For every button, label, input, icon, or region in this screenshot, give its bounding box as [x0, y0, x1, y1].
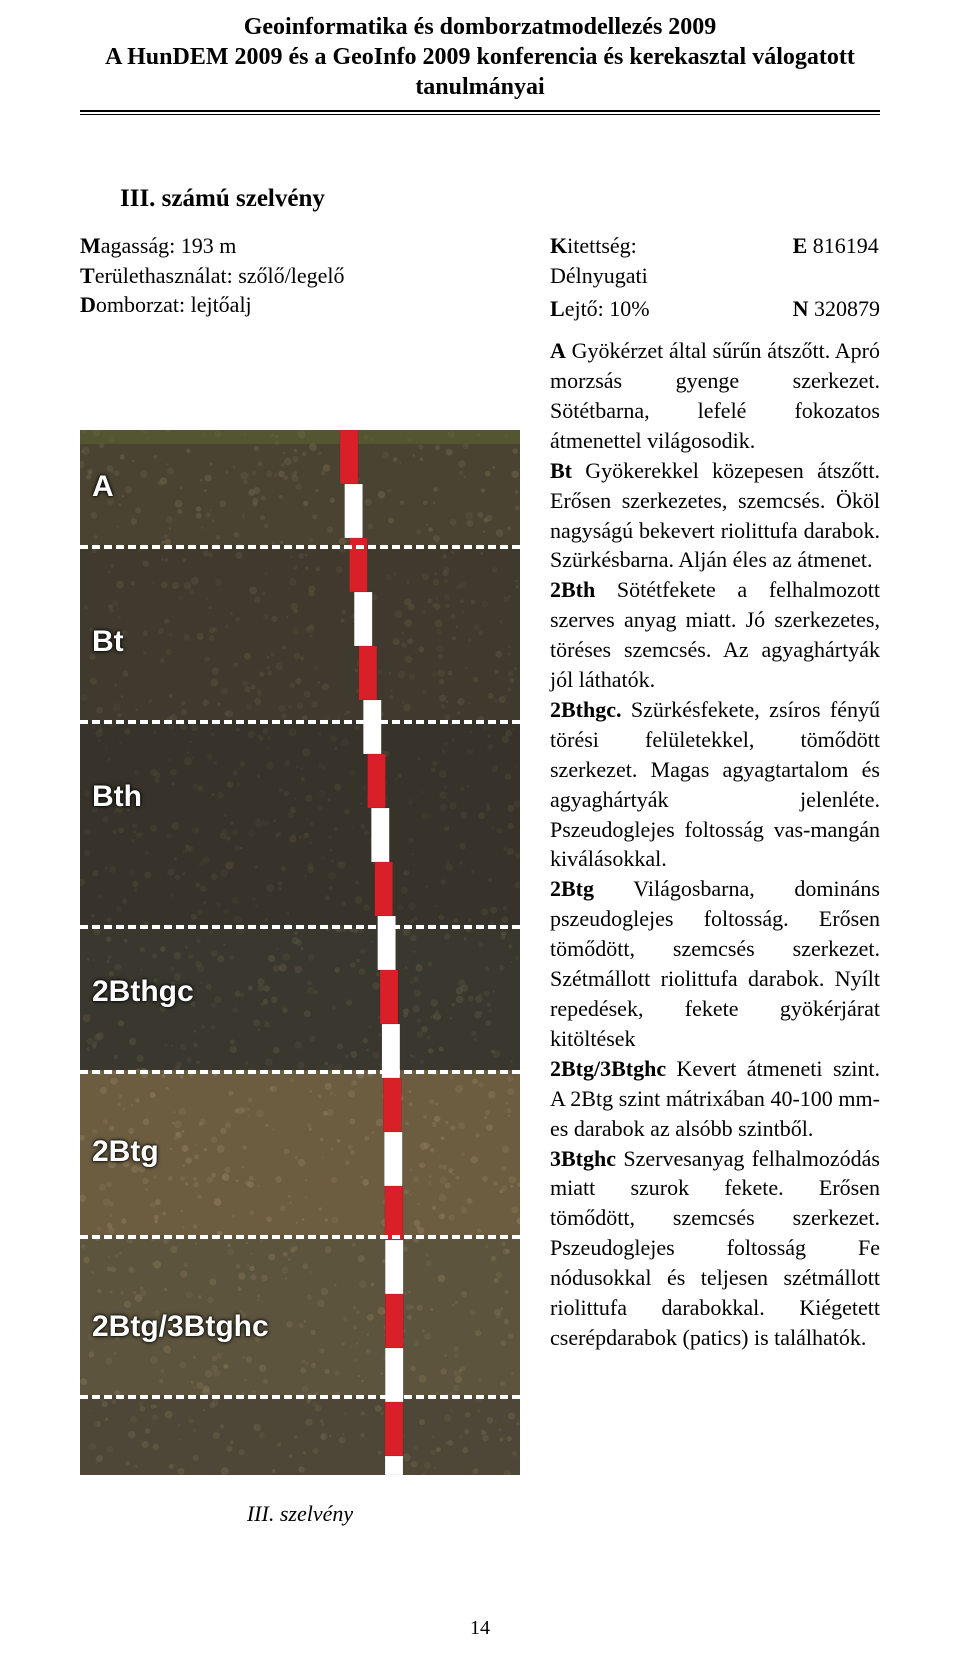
meta-terulet-initial: T	[80, 263, 95, 288]
horizon-descriptions: A Gyökérzet által sűrűn átszőtt. Apró mo…	[550, 336, 880, 1353]
desc-3Btghc-text: Szervesanyag felhalmozódás miatt szurok …	[550, 1146, 880, 1350]
header-line-2: A HunDEM 2009 és a GeoInfo 2009 konferen…	[80, 42, 880, 102]
header-rule-thick	[80, 110, 880, 112]
coord-e-label: E	[793, 233, 808, 258]
horizon-label: Bth	[92, 780, 142, 814]
content-columns: Magasság: 193 m Területhasználat: szőlő/…	[80, 231, 880, 1527]
coord-lejto-initial: L	[550, 296, 565, 321]
horizon-boundary	[80, 720, 520, 724]
header-line-1: Geoinformatika és domborzatmodellezés 20…	[80, 12, 880, 42]
coord-e-value: 816194	[807, 233, 879, 258]
horizon-label: Bt	[92, 625, 124, 659]
soil-profile-figure: A Bt Bth 2Bthgc 2Btg 2Btg/3Btghc	[80, 430, 520, 1475]
desc-2Btg-label: 2Btg	[550, 876, 594, 901]
figure-caption: III. szelvény	[80, 1501, 520, 1527]
horizon-label: 2Bthgc	[92, 975, 194, 1009]
horizon-label: 2Btg/3Btghc	[92, 1310, 269, 1344]
coord-lejto-text: ejtő: 10%	[565, 296, 650, 321]
horizon-label: 2Btg	[92, 1135, 159, 1169]
meta-magassag-initial: M	[80, 233, 101, 258]
coord-n: N 320879	[793, 294, 880, 324]
meta-domborzat-text: omborzat: lejtőalj	[96, 292, 252, 317]
coord-kitettseg: Kitettség: Délnyugati	[550, 231, 733, 290]
desc-A-label: A	[550, 338, 566, 363]
desc-2Btg-text: Világosbarna, domináns pszeudoglejes fol…	[550, 876, 880, 1051]
desc-2Bthgc: 2Bthgc. Szürkésfekete, zsíros fényű töré…	[550, 695, 880, 874]
meta-terulet-text: erülethasználat: szőlő/legelő	[95, 263, 345, 288]
desc-2Bth-label: 2Bth	[550, 577, 595, 602]
horizon-boundary	[80, 1070, 520, 1074]
page-number: 14	[80, 1617, 880, 1640]
desc-A: A Gyökérzet által sűrűn átszőtt. Apró mo…	[550, 336, 880, 456]
horizon-boundary	[80, 925, 520, 929]
horizon-boundary	[80, 545, 520, 549]
page-header: Geoinformatika és domborzatmodellezés 20…	[80, 0, 880, 102]
coord-grid: Kitettség: Délnyugati E 816194 Lejtő: 10…	[550, 231, 880, 324]
desc-2Btg-3Btghc: 2Btg/3Btghc Kevert átmeneti szint. A 2Bt…	[550, 1054, 880, 1144]
section-title: III. számú szelvény	[120, 185, 880, 213]
coord-kitettseg-initial: K	[550, 233, 567, 258]
desc-2Bth-text: Sötétfekete a felhalmozott szerves anyag…	[550, 577, 880, 692]
desc-3Btghc: 3Btghc Szervesanyag felhalmozódás miatt …	[550, 1144, 880, 1353]
horizon-boundary	[80, 1235, 520, 1239]
desc-Bt-label: Bt	[550, 458, 572, 483]
right-column: Kitettség: Délnyugati E 816194 Lejtő: 10…	[550, 231, 880, 1353]
meta-block: Magasság: 193 m Területhasználat: szőlő/…	[80, 231, 520, 320]
desc-2Btg: 2Btg Világosbarna, domináns pszeudogleje…	[550, 874, 880, 1053]
desc-3Btghc-label: 3Btghc	[550, 1146, 616, 1171]
coord-lejto: Lejtő: 10%	[550, 294, 733, 324]
desc-2Bthgc-text: Szürkésfekete, zsíros fényű törési felül…	[550, 697, 880, 872]
horizon-boundary	[80, 1395, 520, 1399]
horizon-label: A	[92, 470, 114, 504]
desc-2Bthgc-label: 2Bthgc.	[550, 697, 622, 722]
desc-Bt: Bt Gyökerekkel közepesen átszőtt. Erősen…	[550, 456, 880, 576]
coord-n-label: N	[793, 296, 809, 321]
desc-Bt-text: Gyökerekkel közepesen átszőtt. Erősen sz…	[550, 458, 880, 573]
desc-2Bth: 2Bth Sötétfekete a felhalmozott szerves …	[550, 575, 880, 695]
left-column: Magasság: 193 m Területhasználat: szőlő/…	[80, 231, 520, 1527]
meta-domborzat-initial: D	[80, 292, 96, 317]
coord-n-value: 320879	[809, 296, 881, 321]
desc-A-text: Gyökérzet által sűrűn átszőtt. Apró morz…	[550, 338, 880, 453]
header-rule-thin	[80, 114, 880, 115]
desc-2Btg-3Btghc-label: 2Btg/3Btghc	[550, 1056, 666, 1081]
coord-e: E 816194	[793, 231, 880, 290]
meta-magassag-text: agasság: 193 m	[101, 233, 237, 258]
